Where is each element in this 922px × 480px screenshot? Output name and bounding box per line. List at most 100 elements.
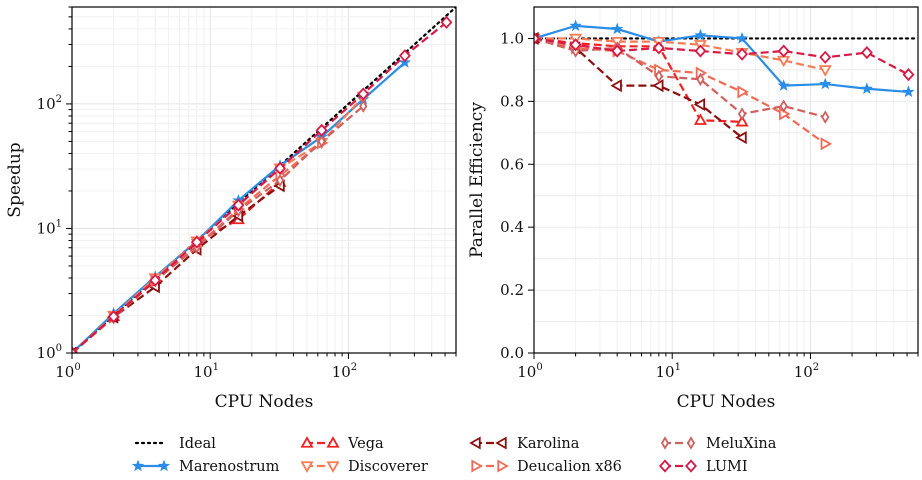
efficiency-point-lumi: [902, 68, 915, 82]
efficiency-point-marenostrum: [694, 28, 707, 41]
speedup-point-meluxina: [275, 173, 285, 188]
x-tick-label: 100: [55, 362, 80, 381]
speedup-point-lumi: [398, 49, 411, 63]
legend-marker: [660, 436, 670, 450]
efficiency-point-meluxina: [821, 110, 830, 124]
efficiency-series-lumi: [534, 31, 915, 82]
speedup-point-lumi: [440, 15, 453, 29]
efficiency-point-karolina: [735, 130, 747, 145]
efficiency-point-marenostrum: [777, 79, 790, 91]
efficiency-line-deucalion-x86: [534, 37, 826, 145]
speedup-point-lumi: [190, 235, 203, 249]
efficiency-frame: [533, 6, 919, 354]
legend-item-meluxina: MeluXina: [660, 436, 777, 452]
x-tick-label: 101: [193, 362, 218, 381]
x-tick-label: 100: [517, 362, 542, 381]
legend-label: Marenostrum: [179, 459, 280, 475]
y-tick-label: 0.2: [500, 281, 524, 299]
speedup-line-karolina: [72, 184, 281, 353]
speedup-point-lumi: [149, 273, 162, 287]
y-tick-label: 0.6: [500, 155, 524, 173]
speedup-point-lumi: [274, 161, 287, 175]
legend-label: Discoverer: [348, 459, 428, 475]
efficiency-point-lumi: [777, 44, 790, 58]
legend-label: MeluXina: [706, 436, 777, 452]
legend-marker: [326, 461, 340, 473]
speedup-point-lumi: [232, 198, 245, 212]
efficiency-point-karolina: [693, 97, 706, 112]
legend-label: LUMI: [706, 459, 748, 475]
efficiency-point-marenostrum: [735, 32, 749, 44]
legend-label: Deucalion x86: [517, 459, 622, 475]
speedup-x-axis-label: CPU Nodes: [215, 392, 314, 412]
legend-marker: [659, 459, 671, 473]
efficiency-line-marenostrum: [534, 24, 909, 94]
legend-marker: [495, 436, 507, 450]
speedup-series-karolina: [72, 179, 285, 353]
legend-item-discoverer: Discoverer: [300, 459, 428, 475]
y-tick-label: 100: [37, 343, 62, 362]
legend-item-karolina: Karolina: [469, 436, 580, 452]
efficiency-point-marenostrum: [611, 22, 624, 35]
speedup-x-axis: 100 101 102 CPU Nodes: [55, 353, 457, 412]
efficiency-point-deucalion-x86: [737, 85, 749, 99]
efficiency-point-marenostrum: [902, 85, 915, 98]
efficiency-point-marenostrum: [569, 19, 582, 32]
efficiency-point-karolina: [652, 79, 664, 93]
speedup-series-group: [72, 7, 456, 353]
efficiency-series-marenostrum: [534, 19, 915, 98]
speedup-point-lumi: [315, 123, 328, 137]
efficiency-line-vega: [534, 37, 743, 123]
efficiency-point-karolina: [610, 79, 622, 93]
speedup-panel: 100 101 102 CPU Nodes 100 101 102 Speedup: [5, 6, 457, 412]
legend: Ideal Marenostrum Vega Discoverer Karolina De…: [131, 436, 777, 475]
efficiency-x-axis-label: CPU Nodes: [677, 392, 776, 412]
y-tick-label: 102: [37, 94, 62, 113]
speedup-frame: [71, 6, 457, 354]
legend-item-vega: Vega: [300, 436, 384, 452]
legend-marker: [300, 436, 314, 448]
efficiency-point-lumi: [611, 44, 624, 58]
x-tick-label: 102: [332, 362, 357, 381]
legend-marker: [469, 436, 481, 450]
speedup-y-axis: 100 101 102 Speedup: [5, 6, 72, 362]
speedup-point-meluxina: [359, 99, 368, 113]
legend-item-lumi: LUMI: [659, 459, 748, 475]
speedup-point-lumi: [107, 310, 120, 324]
efficiency-point-vega: [735, 114, 749, 127]
legend-marker: [497, 459, 509, 473]
legend-marker: [471, 459, 483, 473]
legend-item-deucalion-x86: Deucalion x86: [471, 459, 622, 475]
efficiency-x-axis: 100 101 102 CPU Nodes: [517, 353, 919, 412]
efficiency-point-vega: [693, 113, 707, 125]
speedup-point-meluxina: [317, 134, 326, 149]
efficiency-line-discoverer: [534, 37, 826, 71]
efficiency-series-karolina: [534, 31, 747, 145]
efficiency-line-karolina: [534, 37, 743, 139]
efficiency-point-lumi: [652, 41, 665, 55]
legend-marker: [300, 461, 314, 473]
legend-marker: [131, 459, 145, 472]
legend-marker: [685, 459, 697, 473]
efficiency-point-meluxina: [779, 99, 788, 113]
efficiency-y-axis: 0.0 0.2 0.4 0.6 0.8 1.0 Parallel Efficiency: [467, 29, 534, 362]
efficiency-point-meluxina: [696, 72, 705, 87]
y-tick-label: 0.8: [500, 92, 524, 110]
efficiency-point-lumi: [736, 47, 749, 61]
efficiency-series-group: [534, 19, 918, 151]
legend-marker: [157, 459, 171, 472]
speedup-grid: [72, 7, 456, 353]
efficiency-point-lumi: [569, 38, 582, 52]
efficiency-point-lumi: [819, 50, 832, 64]
y-tick-label: 1.0: [500, 29, 524, 47]
legend-label: Ideal: [179, 436, 216, 452]
efficiency-point-discoverer: [818, 65, 832, 77]
y-tick-label: 0.0: [500, 344, 524, 362]
y-tick-label: 101: [37, 218, 62, 237]
efficiency-point-meluxina: [654, 69, 663, 83]
efficiency-point-marenostrum: [860, 82, 873, 94]
speedup-y-axis-label: Speedup: [5, 142, 25, 217]
x-tick-label: 101: [655, 362, 680, 381]
legend-marker: [326, 436, 340, 448]
